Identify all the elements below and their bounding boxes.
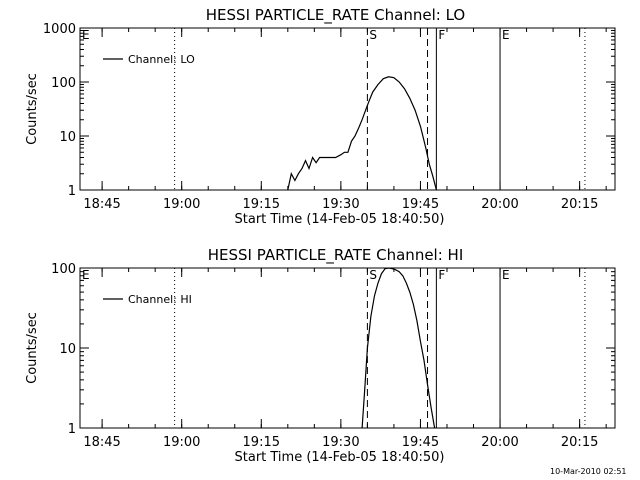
y-tick-label: 1	[68, 422, 76, 437]
event-marker-label: F	[438, 268, 445, 282]
y-tick-label: 100	[51, 76, 76, 91]
event-marker-label: S	[369, 268, 377, 282]
legend-label: Channel: LO	[128, 53, 195, 66]
y-axis-label: Counts/sec	[25, 312, 40, 384]
event-marker-label: F	[438, 28, 445, 42]
x-tick-label: 19:15	[243, 435, 280, 450]
event-marker-label: E	[82, 28, 90, 42]
chart-title: HESSI PARTICLE_RATE Channel: LO	[206, 6, 465, 25]
x-tick-label: 19:00	[163, 197, 200, 212]
x-tick-label: 20:15	[561, 197, 598, 212]
x-tick-label: 20:00	[481, 435, 518, 450]
y-tick-label: 10	[59, 130, 76, 145]
x-tick-label: 20:15	[561, 435, 598, 450]
x-axis-label: Start Time (14-Feb-05 18:40:50)	[235, 212, 445, 227]
event-marker-label: S	[369, 28, 377, 42]
x-tick-label: 19:45	[402, 197, 439, 212]
plot-frame	[79, 267, 616, 429]
y-tick-label: 1000	[43, 22, 76, 37]
y-tick-label: 100	[51, 262, 76, 277]
x-tick-label: 19:45	[402, 435, 439, 450]
timestamp-label: 10-Mar-2010 02:51	[550, 467, 627, 476]
plot-frame	[79, 27, 616, 191]
x-tick-label: 18:45	[83, 435, 120, 450]
x-tick-label: 19:15	[243, 197, 280, 212]
series-line	[361, 267, 436, 429]
chart-panel-2: HESSI PARTICLE_RATE Channel: HI 18:45 19:0…	[25, 246, 616, 465]
y-axis-label: Counts/sec	[25, 73, 40, 145]
x-tick-label: 18:45	[83, 197, 120, 212]
x-tick-label: 20:00	[481, 197, 518, 212]
event-marker-label: E	[82, 268, 90, 282]
x-tick-label: 19:30	[322, 435, 359, 450]
x-tick-label: 19:30	[322, 197, 359, 212]
event-marker-label: E	[502, 268, 510, 282]
legend-label: Channel: HI	[128, 293, 192, 306]
event-marker-label: E	[502, 28, 510, 42]
chart-panel-1: HESSI PARTICLE_RATE Channel: LO 18:45 19:0…	[25, 6, 616, 227]
y-tick-label: 1	[68, 184, 76, 199]
series-line	[287, 76, 437, 191]
y-tick-label: 10	[59, 342, 76, 357]
x-tick-label: 19:00	[163, 435, 200, 450]
chart-title: HESSI PARTICLE_RATE Channel: HI	[208, 246, 464, 265]
x-axis-label: Start Time (14-Feb-05 18:40:50)	[235, 450, 445, 465]
